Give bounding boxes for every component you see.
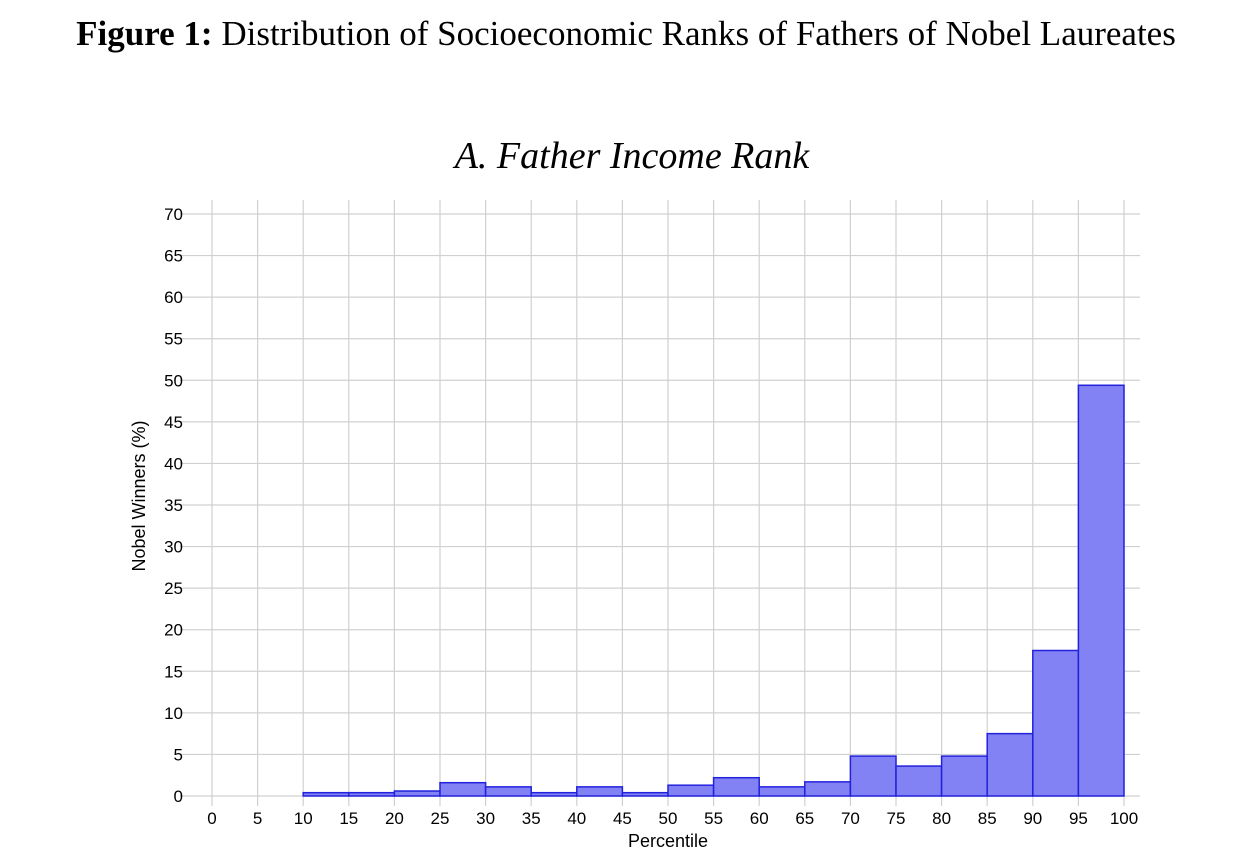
x-tick-label: 80	[932, 809, 951, 828]
x-tick-label: 15	[339, 809, 358, 828]
x-tick-label: 0	[207, 809, 216, 828]
y-tick-label: 5	[174, 745, 183, 764]
x-axis-label: Percentile	[628, 831, 708, 851]
y-tick-label: 10	[164, 704, 183, 723]
y-tick-label: 35	[164, 496, 183, 515]
x-axis-ticks: 0 5 10 15 20 25 30 35 40 45 50 55 60 65 70 75 80 85 90 95 10…	[207, 809, 1138, 828]
y-tick-label: 0	[174, 787, 183, 806]
x-tick-label: 40	[567, 809, 586, 828]
figure-caption: Distribution of Socioeconomic Ranks of F…	[221, 14, 1176, 53]
x-tick-label: 25	[431, 809, 450, 828]
histogram-bar	[895, 765, 943, 797]
histogram-bar	[439, 781, 487, 797]
y-tick-label: 55	[164, 330, 183, 349]
histogram-bar	[621, 791, 669, 797]
y-tick-label: 65	[164, 247, 183, 266]
histogram-bars	[302, 384, 1125, 797]
x-tick-label: 100	[1110, 809, 1138, 828]
chart-title: A. Father Income Rank	[454, 135, 810, 177]
grid-lines	[180, 200, 1140, 806]
x-tick-label: 35	[522, 809, 541, 828]
histogram-bar	[758, 786, 806, 797]
y-axis-ticks: 0 5 10 15 20 25 30 35 40 45 50 55 60 65 70	[164, 205, 183, 806]
y-tick-label: 60	[164, 288, 183, 307]
x-tick-label: 65	[795, 809, 814, 828]
x-tick-label: 75	[887, 809, 906, 828]
x-tick-label: 60	[750, 809, 769, 828]
y-tick-label: 30	[164, 538, 183, 557]
y-tick-label: 45	[164, 413, 183, 432]
histogram-bar	[1077, 384, 1125, 797]
histogram-bar	[348, 791, 396, 797]
figure-title: Figure 1: Distribution of Socioeconomic …	[0, 14, 1252, 54]
y-tick-label: 20	[164, 621, 183, 640]
y-tick-label: 15	[164, 662, 183, 681]
x-tick-label: 10	[294, 809, 313, 828]
histogram-bar	[986, 732, 1034, 797]
x-tick-label: 70	[841, 809, 860, 828]
histogram-bar	[302, 791, 350, 797]
y-tick-label: 40	[164, 454, 183, 473]
x-tick-label: 20	[385, 809, 404, 828]
histogram-bar	[712, 776, 760, 797]
x-tick-label: 85	[978, 809, 997, 828]
histogram-bar	[667, 784, 715, 797]
x-tick-label: 45	[613, 809, 632, 828]
histogram-bar	[530, 791, 578, 797]
y-tick-label: 25	[164, 579, 183, 598]
y-tick-label: 50	[164, 371, 183, 390]
histogram-bar	[804, 781, 852, 797]
x-tick-label: 90	[1023, 809, 1042, 828]
x-tick-label: 95	[1069, 809, 1088, 828]
histogram-bar	[484, 786, 532, 797]
histogram-bar	[940, 755, 988, 797]
x-tick-label: 30	[476, 809, 495, 828]
x-tick-label: 50	[659, 809, 678, 828]
y-axis-label: Nobel Winners (%)	[129, 420, 149, 571]
y-tick-label: 70	[164, 205, 183, 224]
figure-label: Figure 1:	[76, 14, 213, 53]
x-tick-label: 55	[704, 809, 723, 828]
histogram-bar	[393, 790, 441, 797]
histogram-bar	[1032, 649, 1080, 797]
histogram-bar	[849, 755, 897, 797]
histogram-bar	[576, 786, 624, 797]
x-tick-label: 5	[253, 809, 262, 828]
